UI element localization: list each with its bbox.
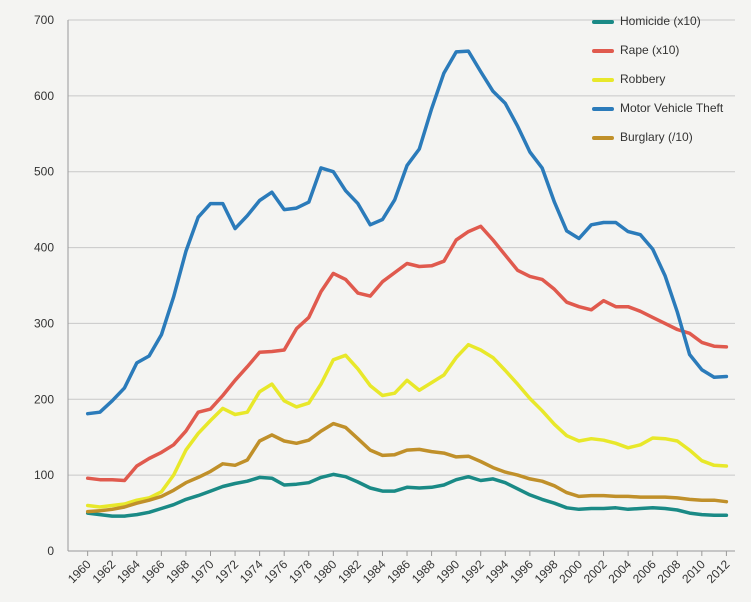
legend-label: Rape (x10) [620,43,680,57]
x-tick-label: 1976 [262,557,291,586]
x-tick-label: 1964 [114,557,143,586]
x-tick-label: 2000 [556,557,585,586]
y-tick-label: 0 [47,544,54,558]
legend-item: Robbery [592,72,742,87]
x-tick-label: 1992 [458,557,487,586]
x-tick-label: 2012 [704,557,733,586]
x-tick-label: 1960 [65,557,94,586]
x-tick-label: 1966 [139,557,168,586]
x-tick-label: 1984 [360,557,389,586]
x-tick-label: 1972 [212,557,241,586]
legend-swatch [592,107,614,111]
y-tick-label: 200 [34,392,54,406]
x-tick-label: 1996 [507,557,536,586]
series-line [85,342,729,509]
x-tick-label: 2008 [655,557,684,586]
series-line [85,49,729,416]
x-tick-label: 1980 [311,557,340,586]
x-tick-label: 1990 [434,557,463,586]
legend-item: Rape (x10) [592,43,742,58]
legend-item: Homicide (x10) [592,14,742,29]
x-tick-label: 1968 [163,557,192,586]
legend-label: Motor Vehicle Theft [620,101,724,115]
y-tick-label: 700 [34,13,54,27]
x-tick-label: 2004 [605,557,634,586]
legend-swatch [592,78,614,82]
x-tick-label: 1998 [532,557,561,586]
legend: Homicide (x10) Rape (x10) Robbery Motor Veh… [592,14,742,159]
legend-item: Motor Vehicle Theft [592,101,742,116]
y-tick-label: 300 [34,316,54,330]
x-tick-label: 2006 [630,557,659,586]
series-line [85,421,729,514]
x-tick-label: 1970 [188,557,217,586]
x-tick-label: 2002 [581,557,610,586]
legend-swatch [592,49,614,53]
x-tick-label: 1994 [483,557,512,586]
legend-label: Burglary (/10) [620,130,693,144]
legend-swatch [592,20,614,24]
legend-label: Robbery [620,72,666,86]
y-tick-label: 600 [34,89,54,103]
x-tick-label: 1974 [237,557,266,586]
y-tick-label: 400 [34,241,54,255]
y-tick-label: 100 [34,468,54,482]
legend-item: Burglary (/10) [592,130,742,145]
x-tick-label: 1962 [90,557,119,586]
x-tick-label: 1978 [286,557,315,586]
x-tick-label: 2010 [679,557,708,586]
x-tick-label: 1986 [384,557,413,586]
x-tick-label: 1988 [409,557,438,586]
series-line [85,472,729,518]
x-tick-label: 1982 [335,557,364,586]
y-tick-label: 500 [34,165,54,179]
legend-swatch [592,136,614,140]
legend-label: Homicide (x10) [620,14,701,28]
series-line [85,224,729,483]
